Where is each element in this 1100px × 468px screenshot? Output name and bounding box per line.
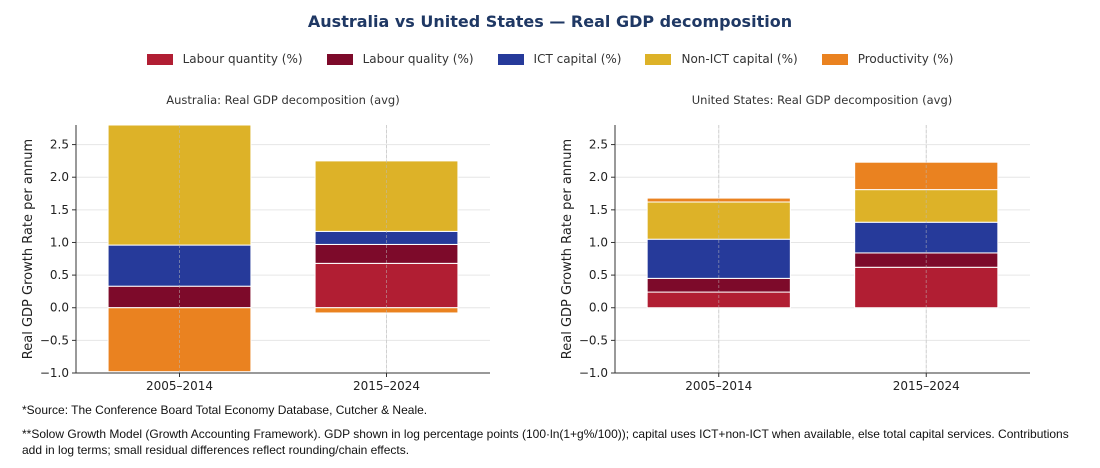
y-tick-label: −1.0: [40, 366, 69, 380]
legend-swatch: [146, 53, 173, 65]
legend-label: ICT capital (%): [533, 52, 622, 66]
y-tick-label: −0.5: [579, 333, 608, 347]
y-tick-label: 2.5: [589, 138, 608, 152]
page-title: Australia vs United States — Real GDP de…: [307, 12, 793, 31]
panel-title: United States: Real GDP decomposition (a…: [692, 93, 952, 107]
y-tick-label: 1.5: [589, 203, 608, 217]
legend-swatch: [326, 53, 353, 65]
y-tick-label: 2.5: [50, 138, 69, 152]
x-tick-label: 2005–2014: [685, 379, 752, 393]
y-tick-label: −0.5: [40, 333, 69, 347]
y-tick-label: 2.0: [589, 170, 608, 184]
source-note: *Source: The Conference Board Total Econ…: [22, 403, 428, 417]
y-tick-label: 0.5: [50, 268, 69, 282]
y-tick-label: 0.0: [589, 301, 608, 315]
footnotes: *Source: The Conference Board Total Econ…: [22, 402, 1087, 466]
y-tick-label: −1.0: [579, 366, 608, 380]
legend-item: Non-ICT capital (%): [645, 52, 798, 66]
legend-swatch: [645, 53, 672, 65]
y-axis-label: Real GDP Growth Rate per annum: [560, 139, 575, 359]
x-tick-label: 2005–2014: [146, 379, 213, 393]
legend-label: Labour quality (%): [362, 52, 474, 66]
legend-swatch: [497, 53, 524, 65]
x-tick-label: 2015–2024: [893, 379, 960, 393]
x-tick-label: 2015–2024: [353, 379, 420, 393]
legend-label: Productivity (%): [857, 52, 954, 66]
y-tick-label: 0.0: [50, 301, 69, 315]
legend-item: Labour quantity (%): [146, 52, 303, 66]
legend-label: Labour quantity (%): [182, 52, 303, 66]
y-axis-label: Real GDP Growth Rate per annum: [21, 139, 36, 359]
legend-label: Non-ICT capital (%): [681, 52, 798, 66]
legend-item: Labour quality (%): [326, 52, 474, 66]
charts-canvas: Australia: Real GDP decomposition (avg) −…: [21, 93, 1030, 393]
panel-title: Australia: Real GDP decomposition (avg): [166, 93, 399, 107]
y-tick-label: 1.0: [50, 235, 69, 249]
y-tick-label: 1.5: [50, 203, 69, 217]
legend-item: Productivity (%): [821, 52, 954, 66]
legend-item: ICT capital (%): [497, 52, 622, 66]
y-tick-label: 2.0: [50, 170, 69, 184]
legend-swatch: [821, 53, 848, 65]
y-tick-label: 1.0: [589, 235, 608, 249]
method-note: **Solow Growth Model (Growth Accounting …: [22, 427, 1069, 457]
legend: Labour quantity (%) Labour quality (%) ICT…: [0, 52, 1100, 66]
y-tick-label: 0.5: [589, 268, 608, 282]
